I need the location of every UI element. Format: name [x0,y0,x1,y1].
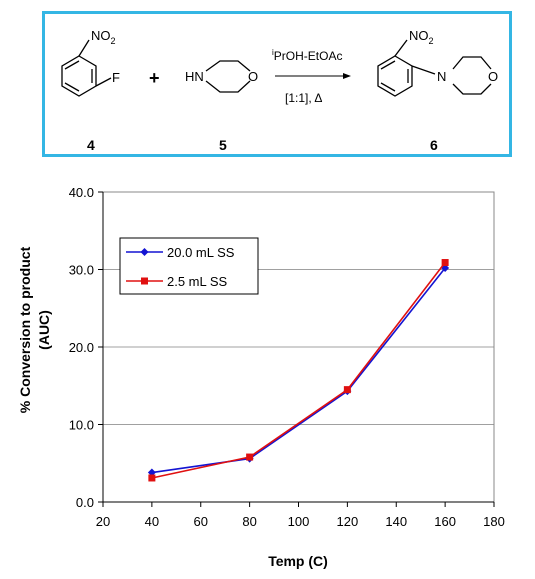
x-tick-label: 160 [434,514,456,529]
reaction-arrow [275,73,351,79]
reaction-scheme-drawing: NO2 F + HN O iPrOH-EtOAc [1:1], Δ NO2 [61,28,498,153]
data-point-2-5ml [343,386,351,394]
chart-legend: 20.0 mL SS 2.5 mL SS [119,237,259,295]
reactant-5-structure [205,60,251,93]
x-tick-label: 180 [483,514,505,529]
x-tick-label: 80 [242,514,256,529]
y-tick-label: 30.0 [69,263,94,278]
legend-label-20ml: 20.0 mL SS [167,245,235,260]
reactant-4-nitro-label: NO2 [91,28,116,46]
y-tick-label: 0.0 [76,495,94,510]
y-axis-title-line1: % Conversion to product [17,246,33,413]
data-point-2-5ml [148,474,156,482]
product-6-n-label: N [437,69,446,84]
conditions-top: iPrOH-EtOAc [272,48,342,63]
x-tick-label: 120 [337,514,359,529]
series-line-20ml [151,267,446,474]
reactant-5-nh-label: HN [185,69,204,84]
y-tick-label: 20.0 [69,340,94,355]
x-tick-label: 40 [145,514,159,529]
y-tick-label: 10.0 [69,418,94,433]
compound-label-5: 5 [219,137,227,153]
reactant-4-fluoro-label: F [112,70,120,85]
data-point-2-5ml [441,259,449,267]
y-axis-title-line2: (AUC) [36,310,52,350]
reaction-scheme: NO2 F + HN O iPrOH-EtOAc [1:1], Δ NO2 [42,11,512,157]
compound-label-4: 4 [87,137,95,153]
chart-series [147,259,450,482]
series-line-2-5ml [151,262,446,479]
legend-marker-diamond [140,248,149,256]
legend-label-2-5ml: 2.5 mL SS [167,274,228,289]
x-axis-ticks: 20 40 60 80 100 120 140 160 180 [96,502,505,529]
compound-label-6: 6 [430,137,438,153]
legend-box [119,237,259,295]
y-axis-ticks: 0.0 10.0 20.0 30.0 40.0 [69,185,103,510]
legend-marker-square [141,277,148,285]
product-6-o-label: O [488,69,498,84]
data-point-2-5ml [246,453,254,461]
x-tick-label: 100 [288,514,310,529]
conditions-bottom: [1:1], Δ [285,91,322,105]
product-6-nitro-label: NO2 [409,28,434,46]
reactant-5-o-label: O [248,69,258,84]
x-tick-label: 140 [385,514,407,529]
product-6-structure [377,39,492,97]
x-axis-title: Temp (C) [268,553,328,569]
y-tick-label: 40.0 [69,185,94,200]
reactant-4-structure [61,39,112,97]
plus-sign: + [149,68,160,88]
x-tick-label: 60 [194,514,208,529]
x-tick-label: 20 [96,514,110,529]
